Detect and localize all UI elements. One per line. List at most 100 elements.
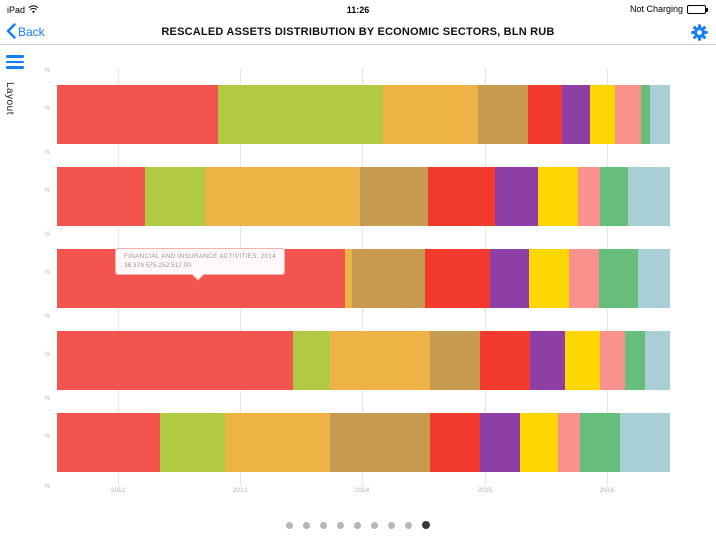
page-dot-active[interactable] xyxy=(422,521,430,529)
x-tick-label: 2016 xyxy=(599,487,615,494)
pagination xyxy=(0,521,716,529)
bar-segment[interactable] xyxy=(424,249,490,308)
x-tick-label: 2014 xyxy=(354,487,370,494)
bar-segment[interactable] xyxy=(562,85,591,144)
bar-segment[interactable] xyxy=(218,85,384,144)
bar-segment[interactable] xyxy=(329,413,430,472)
bar-segment[interactable] xyxy=(429,331,480,390)
battery-status-label: Not Charging xyxy=(629,4,683,14)
y-tick-label: % xyxy=(44,270,50,276)
bar-segment[interactable] xyxy=(383,85,479,144)
page-dot[interactable] xyxy=(320,521,327,529)
tooltip: FINANCIAL AND INSURANCE ACTIVITIES, 2014… xyxy=(115,248,285,281)
page-dot[interactable] xyxy=(388,521,395,529)
y-tick-label: % xyxy=(44,150,50,156)
bar-segment[interactable] xyxy=(489,249,529,308)
status-right: Not Charging xyxy=(630,4,709,14)
stacked-bar-row-2016[interactable] xyxy=(57,413,670,472)
bar-segment[interactable] xyxy=(625,331,646,390)
bar-segment[interactable] xyxy=(224,413,330,472)
y-tick-label: % xyxy=(44,352,50,358)
page-dot[interactable] xyxy=(286,521,293,529)
bar-segment[interactable] xyxy=(57,331,293,390)
page-title: RESCALED ASSETS DISTRIBUTION BY ECONOMIC… xyxy=(161,26,555,38)
bar-segment[interactable] xyxy=(565,331,601,390)
stacked-bar-row-2012[interactable] xyxy=(57,85,670,144)
bar-segment[interactable] xyxy=(429,413,480,472)
hamburger-menu-icon[interactable] xyxy=(6,55,24,69)
bar-segment[interactable] xyxy=(428,167,496,226)
stacked-bar-row-2013[interactable] xyxy=(57,167,670,226)
bar-segment[interactable] xyxy=(649,85,670,144)
back-button-label: Back xyxy=(18,25,45,39)
bar-segment[interactable] xyxy=(640,85,650,144)
bar-segment[interactable] xyxy=(159,413,225,472)
page-dot[interactable] xyxy=(303,521,310,529)
bar-segment[interactable] xyxy=(628,167,670,226)
bar-segment[interactable] xyxy=(519,413,558,472)
bar-segment[interactable] xyxy=(530,331,566,390)
bar-segment[interactable] xyxy=(557,413,580,472)
y-tick-label: % xyxy=(44,484,50,490)
bar-segment[interactable] xyxy=(479,331,531,390)
bar-segment[interactable] xyxy=(600,331,626,390)
bar-segment[interactable] xyxy=(528,249,569,308)
page-dot[interactable] xyxy=(337,521,344,529)
chevron-left-icon xyxy=(6,22,16,42)
bar-segment[interactable] xyxy=(590,85,616,144)
clock: 11:26 xyxy=(346,5,370,15)
bar-segment[interactable] xyxy=(329,331,430,390)
status-left: iPad xyxy=(7,5,39,15)
bar-segment[interactable] xyxy=(578,167,601,226)
bar-segment[interactable] xyxy=(638,249,670,308)
bar-segment[interactable] xyxy=(528,85,563,144)
y-tick-label: % xyxy=(44,434,50,440)
bar-segment[interactable] xyxy=(598,249,639,308)
battery-icon xyxy=(687,4,708,14)
tooltip-title: FINANCIAL AND INSURANCE ACTIVITIES, 2014 xyxy=(124,253,276,260)
bar-segment[interactable] xyxy=(619,413,670,472)
x-tick-label: 2013 xyxy=(232,487,248,494)
bar-segment[interactable] xyxy=(145,167,206,226)
bar-segment[interactable] xyxy=(568,249,599,308)
bar-segment[interactable] xyxy=(478,85,529,144)
bar-segment[interactable] xyxy=(579,413,620,472)
bar-segment[interactable] xyxy=(293,331,330,390)
x-tick-label: 2015 xyxy=(477,487,493,494)
bar-segment[interactable] xyxy=(57,85,219,144)
y-tick-label: % xyxy=(44,232,50,238)
sidebar-layout-label: Layout xyxy=(4,82,15,116)
settings-button[interactable] xyxy=(691,24,708,41)
bar-segment[interactable] xyxy=(345,249,352,308)
y-tick-label: % xyxy=(44,396,50,402)
page-dot[interactable] xyxy=(354,521,361,529)
device-label: iPad xyxy=(7,5,26,15)
bar-segment[interactable] xyxy=(615,85,641,144)
bar-segment[interactable] xyxy=(57,167,146,226)
bar-segment[interactable] xyxy=(495,167,539,226)
tooltip-value: 36 379 575 252 517,00 xyxy=(124,262,191,269)
gear-icon xyxy=(691,24,708,45)
navigation-bar: Back RESCALED ASSETS DISTRIBUTION BY ECO… xyxy=(0,20,716,45)
x-tick-label: 2012 xyxy=(110,487,126,494)
y-tick-label: % xyxy=(44,314,50,320)
bar-segment[interactable] xyxy=(205,167,361,226)
bar-segment[interactable] xyxy=(479,413,520,472)
bar-segment[interactable] xyxy=(538,167,578,226)
y-tick-label: % xyxy=(44,68,50,74)
stacked-bar-row-2014[interactable] xyxy=(57,249,670,308)
bar-segment[interactable] xyxy=(645,331,670,390)
page-dot[interactable] xyxy=(405,521,412,529)
status-bar: iPad 11:26 Not Charging xyxy=(0,0,716,20)
wifi-icon xyxy=(28,5,39,15)
y-tick-label: % xyxy=(44,188,50,194)
bar-segment[interactable] xyxy=(600,167,629,226)
page-dot[interactable] xyxy=(371,521,378,529)
stacked-bar-row-2015[interactable] xyxy=(57,331,670,390)
bar-segment[interactable] xyxy=(57,413,160,472)
back-button[interactable]: Back xyxy=(6,22,45,42)
y-tick-label: % xyxy=(44,106,50,112)
bar-segment[interactable] xyxy=(351,249,425,308)
bar-segment[interactable] xyxy=(360,167,429,226)
